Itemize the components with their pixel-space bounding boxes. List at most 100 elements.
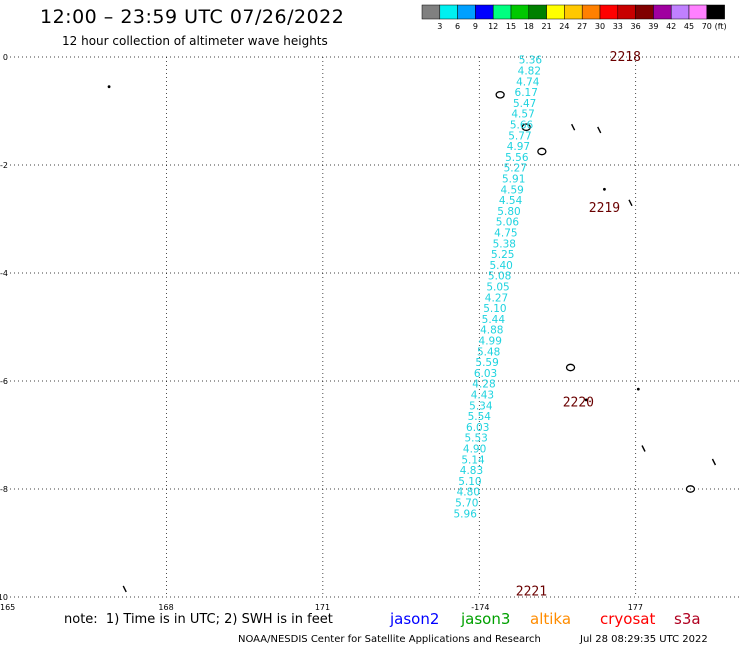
y-tick-label: -8	[0, 485, 8, 494]
satellite-legend-jason3: jason3	[461, 610, 511, 628]
swh-value: 5.06	[496, 217, 520, 229]
swh-value: 5.08	[488, 271, 511, 283]
legend-bin-label: 18	[524, 22, 534, 31]
island-outlines	[107, 85, 717, 593]
island-atoll	[565, 363, 576, 372]
swh-value: 5.38	[493, 238, 516, 250]
legend-bin-label: 39	[648, 22, 658, 31]
swh-value: 5.44	[482, 314, 506, 326]
swh-color-legend: 3 6 9 12 15 18 21 24 27 30 33 36 39 42 45 70 (ft)	[421, 4, 727, 31]
swh-value: 4.28	[472, 379, 495, 391]
legend-bin-label: 70	[702, 22, 712, 31]
x-tick-label: -174	[471, 603, 489, 612]
swh-value: 6.17	[515, 87, 538, 99]
swh-value: 4.90	[463, 444, 486, 456]
map-title: 12:00 – 23:59 UTC 07/26/2022	[40, 6, 345, 28]
swh-value: 5.56	[505, 152, 529, 164]
island-dot	[107, 85, 111, 89]
axis-tick-labels: 165 168 171 -174 177 0 -2 -4 -6 -8 -10	[0, 53, 643, 612]
swh-value: 5.66	[510, 120, 534, 132]
legend-swatch	[492, 4, 512, 20]
island-dash	[628, 199, 633, 207]
legend-swatch	[670, 4, 690, 20]
swh-value: 5.36	[519, 55, 543, 67]
swh-value: 5.14	[461, 454, 485, 466]
satellite-legend-jason2: jason2	[390, 610, 440, 628]
legend-bin-label: 3	[437, 22, 442, 31]
swh-value: 6.03	[474, 368, 497, 380]
swh-value: 5.10	[458, 476, 481, 488]
swh-value: 4.88	[480, 325, 503, 337]
y-tick-label: -10	[0, 593, 8, 602]
legend-bin-label: 36	[631, 22, 641, 31]
legend-swatch	[706, 4, 725, 20]
island-atoll	[521, 123, 531, 132]
swh-value: 4.82	[518, 66, 541, 78]
map-subtitle: 12 hour collection of altimeter wave hei…	[62, 34, 328, 48]
swh-value: 5.53	[464, 433, 487, 445]
island-atoll	[537, 147, 547, 156]
island-dash	[122, 585, 127, 593]
swh-value: 4.75	[494, 228, 517, 240]
legend-swatch	[635, 4, 654, 20]
island-dot	[636, 387, 640, 391]
island-dash	[571, 123, 576, 131]
pass-time-label: 2218	[610, 50, 641, 65]
swh-value: 4.74	[516, 76, 540, 88]
legend-bin-label: 15	[506, 22, 516, 31]
legend-swatch	[528, 4, 547, 20]
y-tick-label: -6	[0, 377, 8, 386]
swh-value: 5.34	[469, 400, 493, 412]
swh-value: 4.99	[479, 336, 502, 348]
swh-value: 5.47	[513, 98, 536, 110]
legend-bin-label: 42	[666, 22, 676, 31]
swh-value: 5.27	[504, 163, 527, 175]
generated-timestamp: Jul 28 08:29:35 UTC 2022	[580, 634, 708, 645]
pass-time-label: 2219	[589, 201, 620, 216]
legend-swatch	[653, 4, 672, 20]
island-dash	[641, 445, 646, 452]
legend-bin-label: 33	[613, 22, 623, 31]
island-dot	[603, 187, 606, 191]
legend-bin-label: 45	[684, 22, 694, 31]
pass-time-labels: 2218 2219 2220 2221	[516, 50, 641, 600]
island-atoll	[685, 485, 696, 493]
swh-value: 4.59	[500, 184, 523, 196]
y-tick-label: -2	[0, 161, 8, 170]
legend-swatch	[688, 4, 708, 20]
legend-swatch	[421, 4, 441, 20]
swh-value: 4.80	[457, 487, 480, 499]
satellite-legend-s3a: s3a	[674, 610, 701, 628]
legend-unit: (ft)	[715, 22, 727, 31]
swh-value: 4.97	[507, 141, 530, 153]
legend-swatch	[510, 4, 530, 20]
legend-bin-label: 24	[559, 22, 569, 31]
y-tick-label: 0	[3, 53, 8, 62]
swh-value: 4.43	[471, 390, 494, 402]
swh-value: 5.25	[491, 249, 514, 261]
legend-swatch	[475, 4, 494, 20]
swh-value: 5.10	[483, 303, 506, 315]
units-note: note: 1) Time is in UTC; 2) SWH is in fe…	[64, 612, 333, 627]
swh-value: 4.27	[485, 292, 508, 304]
swh-value: 5.40	[489, 260, 512, 272]
legend-swatch	[546, 4, 565, 20]
swh-value: 5.59	[475, 357, 498, 369]
legend-bin-label: 6	[455, 22, 460, 31]
swh-value: 4.57	[511, 109, 534, 121]
satellite-track: 5.364.824.746.175.474.575.665.774.975.56…	[454, 55, 543, 521]
swh-value: 5.77	[508, 130, 531, 142]
island-dot	[584, 398, 588, 402]
legend-bin-label: 21	[542, 22, 552, 31]
legend-swatch	[564, 4, 583, 20]
legend-bin-label: 9	[473, 22, 478, 31]
pass-time-label: 2220	[563, 396, 594, 411]
swh-value: 5.80	[497, 206, 520, 218]
swh-value: 5.05	[486, 282, 509, 294]
swh-value: 5.48	[477, 346, 500, 358]
credit-text: NOAA/NESDIS Center for Satellite Applica…	[238, 634, 541, 645]
legend-swatch	[599, 4, 619, 20]
island-atoll	[495, 90, 505, 99]
satellite-legend-cryosat: cryosat	[600, 610, 656, 628]
